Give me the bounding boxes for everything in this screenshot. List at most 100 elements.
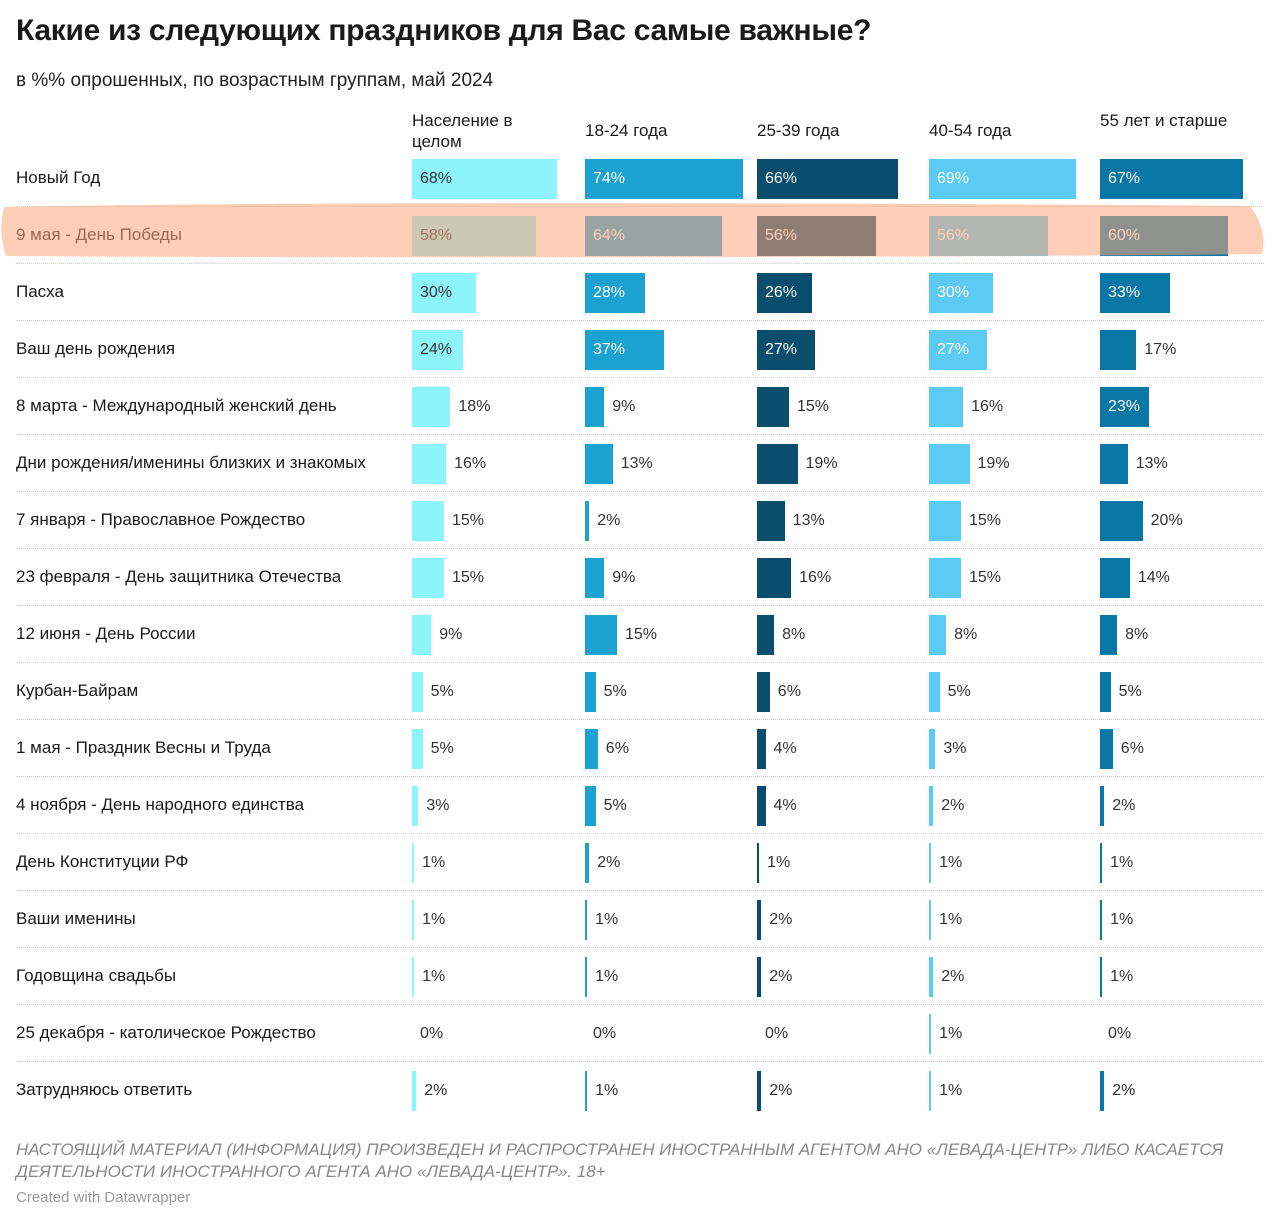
bar (1100, 387, 1150, 427)
bar (585, 615, 617, 655)
value-label: 60% (1108, 227, 1141, 244)
row-separator (16, 719, 1264, 720)
bar (929, 387, 964, 427)
value-label: 2% (769, 911, 793, 928)
bar (929, 1014, 932, 1054)
column-header: 18-24 года (585, 121, 668, 140)
column-header: 55 лет и старше (1100, 111, 1228, 130)
value-label: 1% (939, 1082, 963, 1099)
value-label: 3% (943, 740, 967, 757)
value-label: 27% (765, 341, 798, 358)
value-label: 3% (426, 797, 450, 814)
row-label: 8 марта - Международный женский день (16, 396, 337, 415)
bar (585, 729, 598, 769)
value-label: 69% (937, 170, 970, 187)
value-label: 1% (595, 968, 619, 985)
bar (929, 957, 934, 997)
value-label: 2% (1112, 1082, 1136, 1099)
column-header: 25-39 года (757, 121, 840, 140)
row-separator (16, 548, 1264, 549)
bar (757, 729, 766, 769)
value-label: 28% (593, 284, 626, 301)
value-label: 5% (603, 797, 627, 814)
bar (1100, 159, 1243, 199)
bar (412, 672, 423, 712)
row-label: Ваши именины (16, 909, 136, 928)
bar (585, 786, 596, 826)
bar (929, 615, 947, 655)
value-label: 19% (805, 455, 838, 472)
row-label: Дни рождения/именины близких и знакомых (16, 453, 366, 472)
value-label: 58% (420, 227, 453, 244)
value-label: 8% (782, 626, 806, 643)
value-label: 26% (765, 284, 798, 301)
value-label: 66% (765, 170, 798, 187)
value-label: 0% (420, 1025, 444, 1042)
value-label: 5% (1118, 683, 1142, 700)
value-label: 1% (595, 911, 619, 928)
row-label: 23 февраля - День защитника Отечества (16, 567, 342, 586)
value-label: 9% (612, 569, 636, 586)
bar (412, 444, 447, 484)
value-label: 1% (422, 968, 446, 985)
bar (757, 273, 813, 313)
bar (929, 444, 970, 484)
bar (929, 501, 961, 541)
bar (929, 558, 961, 598)
row-separator (16, 1061, 1264, 1062)
bar (412, 729, 423, 769)
row-label: Новый Год (16, 168, 101, 187)
row-label: 25 декабря - католическое Рождество (16, 1023, 316, 1042)
value-label: 6% (777, 683, 801, 700)
bar (1100, 672, 1111, 712)
bar (757, 843, 760, 883)
bar (757, 330, 815, 370)
value-label: 1% (422, 854, 446, 871)
value-label: 1% (939, 854, 963, 871)
value-label: 37% (593, 341, 626, 358)
bar (929, 729, 936, 769)
bar (412, 159, 558, 199)
bar (1100, 957, 1103, 997)
row-label: Курбан-Байрам (16, 681, 139, 700)
bar (1100, 843, 1103, 883)
value-label: 1% (939, 1025, 963, 1042)
bar (757, 558, 792, 598)
row-label: 1 мая - Праздник Весны и Труда (16, 738, 271, 757)
bar (929, 672, 940, 712)
bar (757, 387, 789, 427)
value-label: 68% (420, 170, 453, 187)
value-label: 15% (452, 569, 485, 586)
bar (412, 843, 415, 883)
bar (412, 786, 419, 826)
value-label: 5% (430, 740, 454, 757)
value-label: 9% (439, 626, 463, 643)
value-label: 30% (420, 284, 453, 301)
bar (757, 159, 898, 199)
bar (412, 1071, 417, 1111)
value-label: 8% (1125, 626, 1149, 643)
row-separator (16, 434, 1264, 435)
bar (412, 558, 444, 598)
value-label: 2% (769, 1082, 793, 1099)
value-label: 5% (430, 683, 454, 700)
value-label: 4% (773, 740, 797, 757)
bar (929, 843, 932, 883)
bar (412, 501, 444, 541)
bar (757, 501, 785, 541)
bar (585, 444, 613, 484)
bar (585, 159, 743, 199)
bar (585, 558, 605, 598)
row-label: 7 января - Православное Рождество (16, 510, 306, 529)
value-label: 2% (597, 512, 621, 529)
value-label: 16% (454, 455, 487, 472)
row-label: 9 мая - День Победы (16, 225, 183, 244)
bar (929, 786, 934, 826)
value-label: 67% (1108, 170, 1141, 187)
row-separator (16, 377, 1264, 378)
row-separator (16, 776, 1264, 777)
value-label: 2% (424, 1082, 448, 1099)
row-label: 4 ноября - День народного единства (16, 795, 305, 814)
bar (585, 1071, 588, 1111)
